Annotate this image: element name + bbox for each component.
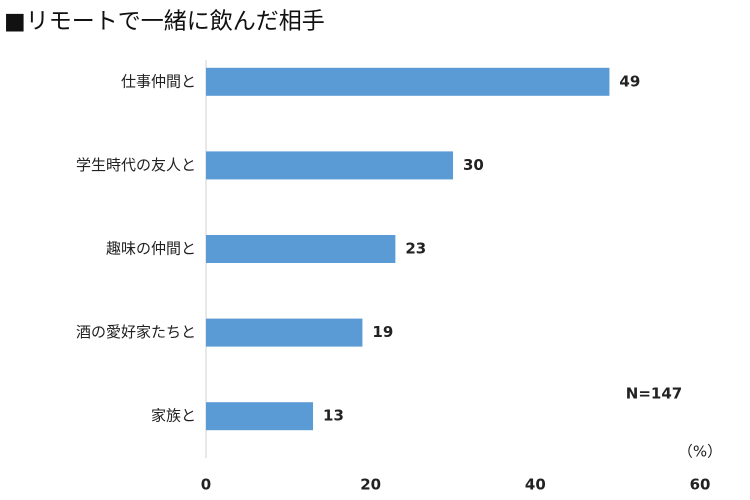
x-tick-label: 40	[525, 476, 546, 494]
bar	[206, 151, 453, 180]
x-tick-label: 0	[201, 476, 211, 494]
data-label: 49	[619, 72, 640, 90]
annotation: N=147	[626, 385, 682, 403]
data-label: 23	[405, 240, 426, 258]
data-label: 30	[463, 156, 484, 174]
x-tick-label: 60	[690, 476, 711, 494]
y-tick-label: 趣味の仲間と	[106, 240, 196, 258]
x-tick-label: 20	[360, 476, 381, 494]
y-tick-label: 酒の愛好家たちと	[76, 323, 196, 341]
bar	[206, 318, 363, 347]
y-tick-label: 学生時代の友人と	[76, 156, 196, 174]
chart-title: ■リモートで一緒に飲んだ相手	[4, 9, 325, 35]
y-tick-label: 家族と	[151, 407, 196, 425]
data-label: 19	[372, 323, 393, 341]
bar	[206, 67, 610, 96]
data-label: 13	[323, 407, 344, 425]
unit-label: （%）	[678, 443, 722, 461]
y-tick-label: 仕事仲間と	[121, 72, 196, 90]
bar	[206, 235, 396, 263]
bar	[206, 402, 314, 431]
